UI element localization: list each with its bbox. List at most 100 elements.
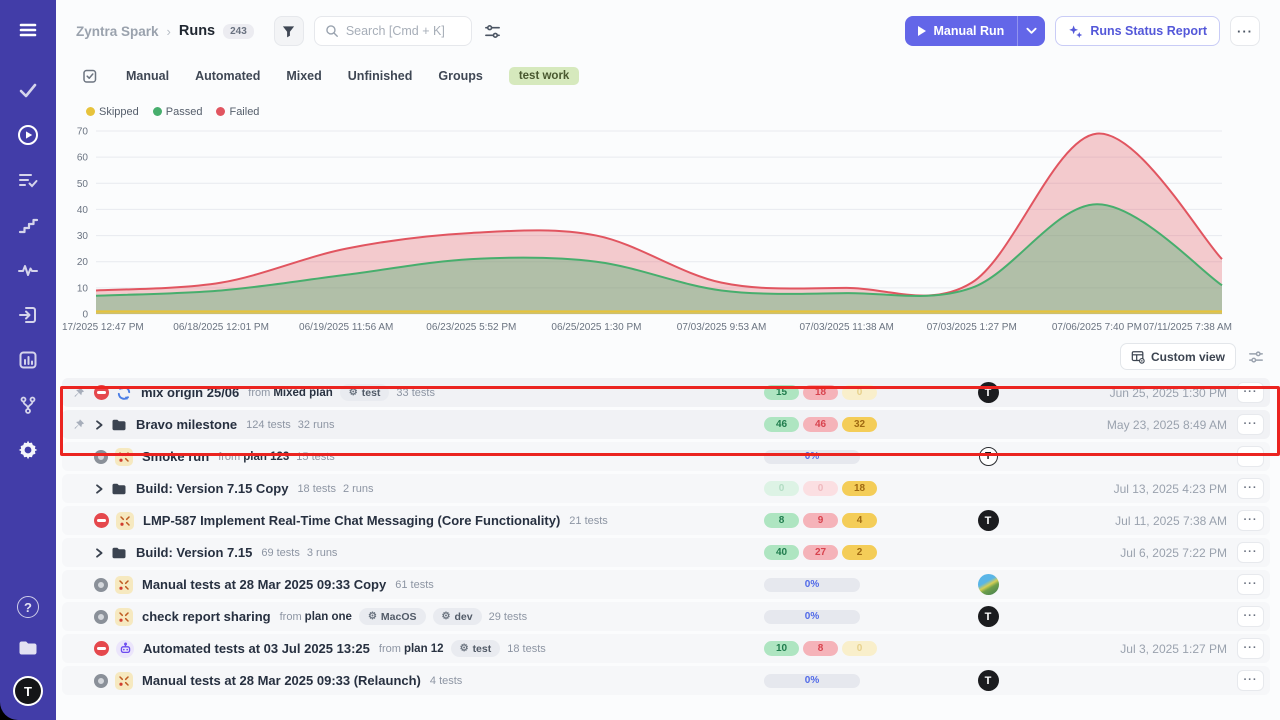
table-row[interactable]: mix origin 25/06 from Mixed plan ⚙ test 33 t… bbox=[62, 378, 1270, 407]
run-from: from plan 123 bbox=[218, 450, 290, 463]
svg-text:07/03/2025 11:38 AM: 07/03/2025 11:38 AM bbox=[799, 322, 893, 333]
expand-chevron-icon[interactable] bbox=[94, 483, 104, 494]
runs-play-circle-icon[interactable] bbox=[14, 121, 42, 149]
table-row[interactable]: Manual tests at 28 Mar 2025 09:33 Copy 61… bbox=[62, 570, 1270, 599]
search-placeholder: Search [Cmd + K] bbox=[345, 24, 445, 38]
legend-label: Skipped bbox=[99, 105, 139, 118]
import-box-icon[interactable] bbox=[14, 301, 42, 329]
filter-button[interactable] bbox=[273, 16, 304, 46]
table-row[interactable]: Build: Version 7.15 69 tests 3 runs 40 27 2 Ju… bbox=[62, 538, 1270, 567]
avatar-slot: T bbox=[878, 606, 1098, 627]
sidebar: ? T bbox=[0, 0, 56, 720]
table-row[interactable]: Build: Version 7.15 Copy 18 tests 2 runs 0 0… bbox=[62, 474, 1270, 503]
run-results: 0% bbox=[764, 449, 878, 464]
tab-automated[interactable]: Automated bbox=[195, 69, 261, 83]
progress-bar: 0% bbox=[764, 673, 860, 688]
manual-run-dropdown[interactable] bbox=[1017, 16, 1045, 46]
expand-chevron-icon[interactable] bbox=[94, 547, 104, 558]
run-results: 46 46 32 bbox=[764, 417, 878, 432]
row-menu-button[interactable]: ··· bbox=[1237, 542, 1264, 563]
row-main: Manual tests at 28 Mar 2025 09:33 (Relau… bbox=[72, 671, 764, 690]
testcases-check-icon[interactable] bbox=[14, 76, 42, 104]
run-results: 0 0 18 bbox=[764, 481, 878, 496]
row-menu-button[interactable]: ··· bbox=[1237, 574, 1264, 595]
table-row[interactable]: Manual tests at 28 Mar 2025 09:33 (Relau… bbox=[62, 666, 1270, 695]
run-title: Bravo milestone bbox=[136, 417, 238, 432]
legend-item: Failed bbox=[216, 106, 259, 118]
breadcrumb-project[interactable]: Zyntra Spark bbox=[76, 23, 159, 39]
assignee-avatar: T bbox=[977, 510, 999, 531]
sidebar-nav bbox=[14, 76, 42, 464]
row-menu-button[interactable]: ··· bbox=[1237, 446, 1264, 467]
result-badge-green: 0 bbox=[764, 481, 799, 496]
run-date: Jul 3, 2025 1:27 PM bbox=[1120, 641, 1227, 656]
progress-value: 0% bbox=[804, 579, 820, 590]
table-row[interactable]: Automated tests at 03 Jul 2025 13:25 from… bbox=[62, 634, 1270, 663]
tab-manual[interactable]: Manual bbox=[126, 69, 170, 83]
activity-pulse-icon[interactable] bbox=[14, 256, 42, 284]
header-more-button[interactable]: ··· bbox=[1230, 16, 1260, 46]
custom-view-button[interactable]: Custom view bbox=[1119, 343, 1236, 370]
folder-icon bbox=[111, 417, 127, 433]
result-badge-green: 46 bbox=[764, 417, 799, 432]
manual-run-button[interactable]: Manual Run bbox=[905, 16, 1046, 46]
run-title: Automated tests at 03 Jul 2025 13:25 bbox=[143, 641, 370, 656]
expand-chevron-icon[interactable] bbox=[94, 419, 104, 430]
legend-item: Passed bbox=[152, 106, 202, 118]
progress-bar: 0% bbox=[764, 449, 860, 464]
pin-icon[interactable] bbox=[72, 418, 85, 431]
svg-text:10: 10 bbox=[77, 283, 89, 294]
row-menu-button[interactable]: ··· bbox=[1237, 638, 1264, 659]
run-title: Manual tests at 28 Mar 2025 09:33 (Relau… bbox=[142, 673, 421, 688]
status-failed-icon bbox=[94, 641, 109, 656]
tab-mixed[interactable]: Mixed bbox=[286, 69, 322, 83]
status-idle-icon bbox=[94, 673, 108, 688]
avatar-slot: T bbox=[878, 670, 1098, 691]
row-menu-button[interactable]: ··· bbox=[1237, 478, 1264, 499]
pin-icon[interactable] bbox=[72, 386, 85, 399]
reports-chart-icon[interactable] bbox=[14, 346, 42, 374]
filter-tag-test-work[interactable]: test work bbox=[508, 67, 580, 85]
run-results: 0% bbox=[764, 577, 878, 592]
svg-text:50: 50 bbox=[77, 179, 89, 190]
table-row[interactable]: check report sharing from plan one ⚙ MacOS ⚙… bbox=[62, 602, 1270, 631]
row-menu-button[interactable]: ··· bbox=[1237, 414, 1264, 435]
milestones-steps-icon[interactable] bbox=[14, 211, 42, 239]
legend-dot-icon bbox=[152, 107, 162, 116]
play-icon bbox=[918, 26, 927, 36]
mixed-run-icon bbox=[116, 385, 132, 401]
configurations-branch-icon[interactable] bbox=[14, 391, 42, 419]
row-main: Manual tests at 28 Mar 2025 09:33 Copy 61… bbox=[72, 575, 764, 594]
tab-unfinished[interactable]: Unfinished bbox=[347, 69, 413, 83]
menu-icon[interactable] bbox=[14, 16, 42, 44]
user-avatar[interactable]: T bbox=[15, 678, 41, 704]
settings-gear-icon[interactable] bbox=[14, 436, 42, 464]
search-settings-icon[interactable] bbox=[482, 21, 503, 42]
search-input[interactable]: Search [Cmd + K] bbox=[313, 16, 472, 46]
status-idle-icon bbox=[94, 577, 108, 592]
view-settings-icon[interactable] bbox=[1246, 347, 1266, 367]
help-icon[interactable]: ? bbox=[17, 596, 39, 618]
table-row[interactable]: Smoke run from plan 123 15 tests 0% T ··· bbox=[62, 442, 1270, 471]
result-badge-red: 8 bbox=[803, 641, 838, 656]
result-badge-red: 0 bbox=[803, 481, 838, 496]
run-results: 10 8 0 bbox=[764, 641, 878, 656]
manual-run-icon bbox=[115, 671, 133, 690]
row-main: Smoke run from plan 123 15 tests bbox=[72, 447, 764, 466]
row-menu-button[interactable]: ··· bbox=[1237, 670, 1264, 691]
sparkles-icon bbox=[1069, 24, 1083, 38]
tab-groups[interactable]: Groups bbox=[438, 69, 483, 83]
sidebar-bottom: ? T bbox=[14, 596, 42, 720]
result-badge-red: 9 bbox=[803, 513, 838, 528]
row-menu-button[interactable]: ··· bbox=[1237, 606, 1264, 627]
projects-folder-icon[interactable] bbox=[14, 634, 42, 662]
runs-view-icon[interactable] bbox=[80, 66, 100, 86]
avatar-slot: T bbox=[878, 510, 1098, 531]
gear-icon: ⚙ bbox=[441, 610, 451, 622]
row-menu-button[interactable]: ··· bbox=[1237, 382, 1264, 403]
runs-status-report-button[interactable]: Runs Status Report bbox=[1055, 16, 1220, 46]
row-menu-button[interactable]: ··· bbox=[1237, 510, 1264, 531]
plans-list-check-icon[interactable] bbox=[14, 166, 42, 194]
table-row[interactable]: LMP-587 Implement Real-Time Chat Messagi… bbox=[62, 506, 1270, 535]
table-row[interactable]: Bravo milestone 124 tests 32 runs 46 46 32 May… bbox=[62, 410, 1270, 439]
